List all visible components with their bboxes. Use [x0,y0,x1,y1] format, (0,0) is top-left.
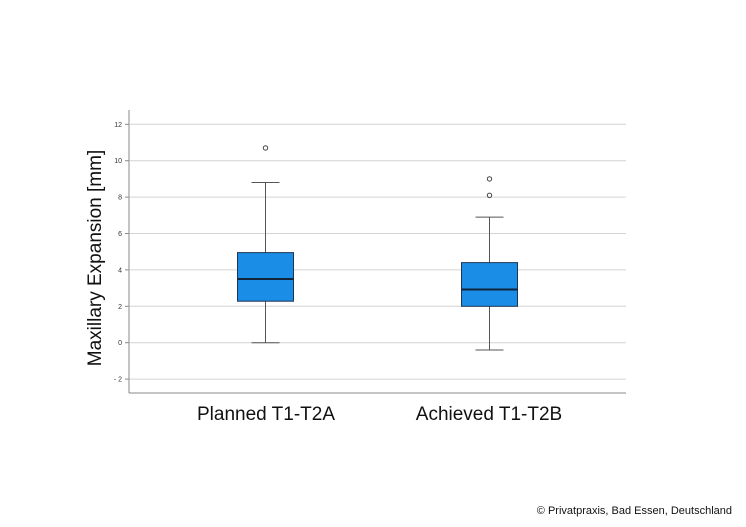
copyright-credit: © Privatpraxis, Bad Essen, Deutschland [536,505,732,517]
outlier-point [486,192,493,198]
y-tick-label: - 2 [114,377,122,384]
y-tick-label: 4 [118,267,122,274]
y-tick-label: 12 [114,122,122,129]
gridlines [125,123,626,380]
outlier-point [262,145,269,151]
y-tick-label: 2 [118,304,122,311]
y-tick-label: 6 [118,231,122,238]
outlier-point [486,176,493,182]
boxes [237,145,518,351]
iqr-box [237,252,294,302]
y-axis-label: Maxillary Expansion [mm] [85,150,106,366]
x-category-label: Planned T1-T2A [197,404,335,425]
box-1 [237,145,294,344]
y-tick-label: 10 [114,158,122,165]
y-tick-label: 8 [118,195,122,202]
x-category-label: Achieved T1-T2B [416,404,562,425]
box-2 [461,176,518,351]
iqr-box [461,262,518,307]
y-tick-labels: - 2 0 2 4 6 8 10 12 [114,122,122,384]
y-tick-label: 0 [118,340,122,347]
